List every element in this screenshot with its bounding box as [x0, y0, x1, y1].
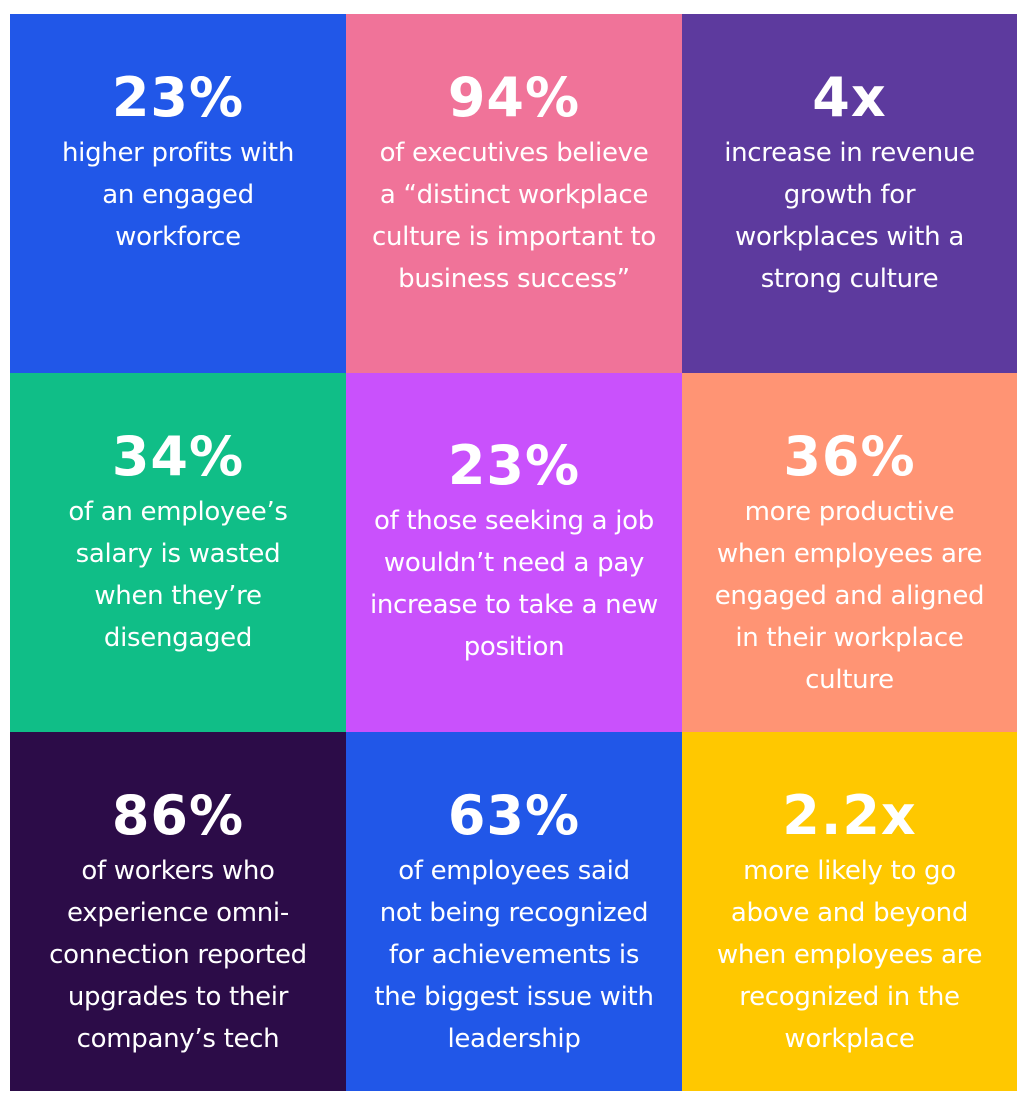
stat-value: 86%	[111, 784, 245, 847]
description-line: recognized in the	[739, 982, 960, 1012]
description-line: for achievements is	[388, 940, 640, 970]
description-line: not being recognized	[379, 898, 649, 928]
description-line: engaged and aligned	[714, 581, 985, 611]
stat-description: of employees said not being recognized f…	[374, 850, 654, 1060]
description-line: salary is wasted	[75, 539, 281, 569]
stat-tile-executives: 94% of executives believe a “distinct wo…	[346, 14, 682, 373]
description-line: workplaces with a	[735, 222, 964, 252]
description-line: a “distinct workplace	[379, 180, 649, 210]
stat-value: 23%	[111, 66, 245, 129]
description-line: when they’re	[94, 581, 262, 611]
stat-value: 34%	[111, 425, 245, 488]
stat-description: increase in revenue growth for workplace…	[724, 132, 975, 300]
stat-tile-above-beyond: 2.2x more likely to go above and beyond …	[682, 732, 1017, 1091]
stat-value: 63%	[447, 784, 581, 847]
description-line: of executives believe	[379, 138, 649, 168]
stat-value: 4x	[812, 66, 887, 129]
stat-value: 94%	[447, 66, 581, 129]
stat-tile-revenue: 4x increase in revenue growth for workpl…	[682, 14, 1017, 373]
description-line: workforce	[115, 222, 241, 252]
stat-description: of an employee’s salary is wasted when t…	[68, 491, 288, 659]
description-line: position	[463, 631, 565, 662]
description-line: business success”	[398, 264, 630, 294]
stat-value: 23%	[447, 433, 581, 497]
description-line: increase in revenue	[724, 138, 975, 168]
description-line: connection reported	[49, 940, 307, 970]
description-line: culture	[805, 665, 894, 695]
description-line: of an employee’s	[68, 497, 288, 527]
description-line: the biggest issue with	[374, 982, 654, 1012]
stat-description: of executives believe a “distinct workpl…	[372, 132, 656, 300]
description-line: company’s tech	[76, 1024, 280, 1054]
stat-tile-salary: 34% of an employee’s salary is wasted wh…	[10, 373, 346, 732]
description-line: of employees said	[398, 856, 630, 886]
stats-grid: 23% higher profits with an engaged workf…	[10, 14, 1017, 1091]
description-line: disengaged	[103, 623, 253, 653]
description-line: experience omni-	[67, 898, 289, 928]
description-line: workplace	[784, 1024, 915, 1054]
stat-description: of those seeking a job wouldn’t need a p…	[370, 500, 658, 668]
description-line: more likely to go	[743, 856, 956, 886]
description-line: of workers who	[81, 856, 275, 886]
stat-tile-job-seekers: 23% of those seeking a job wouldn’t need…	[346, 373, 682, 732]
stat-value: 36%	[783, 425, 916, 488]
description-line: upgrades to their	[67, 982, 289, 1012]
stat-description: more productive when employees are engag…	[715, 491, 985, 701]
description-line: leadership	[447, 1024, 581, 1054]
stat-tile-recognition: 63% of employees said not being recogniz…	[346, 732, 682, 1091]
description-line: strong culture	[760, 264, 939, 294]
description-line: higher profits with	[61, 138, 294, 168]
stat-description: of workers who experience omni- connecti…	[49, 850, 307, 1060]
description-line: an engaged	[102, 180, 254, 210]
description-line: when employees are	[716, 539, 983, 569]
description-line: growth for	[783, 180, 916, 210]
description-line: wouldn’t need a pay	[383, 547, 645, 578]
stat-tile-productive: 36% more productive when employees are e…	[682, 373, 1017, 732]
description-line: in their workplace	[735, 623, 964, 653]
description-line: when employees are	[716, 940, 983, 970]
stat-description: higher profits with an engaged workforce	[62, 132, 294, 258]
description-line: above and beyond	[730, 898, 969, 928]
description-line: more productive	[744, 497, 955, 527]
description-line: of those seeking a job	[373, 505, 654, 536]
stat-tile-profits: 23% higher profits with an engaged workf…	[10, 14, 346, 373]
description-line: culture is important to	[371, 222, 656, 252]
stat-tile-omni-connection: 86% of workers who experience omni- conn…	[10, 732, 346, 1091]
stat-value: 2.2x	[782, 784, 917, 847]
description-line: increase to take a new	[369, 589, 659, 620]
stat-description: more likely to go above and beyond when …	[716, 850, 983, 1060]
